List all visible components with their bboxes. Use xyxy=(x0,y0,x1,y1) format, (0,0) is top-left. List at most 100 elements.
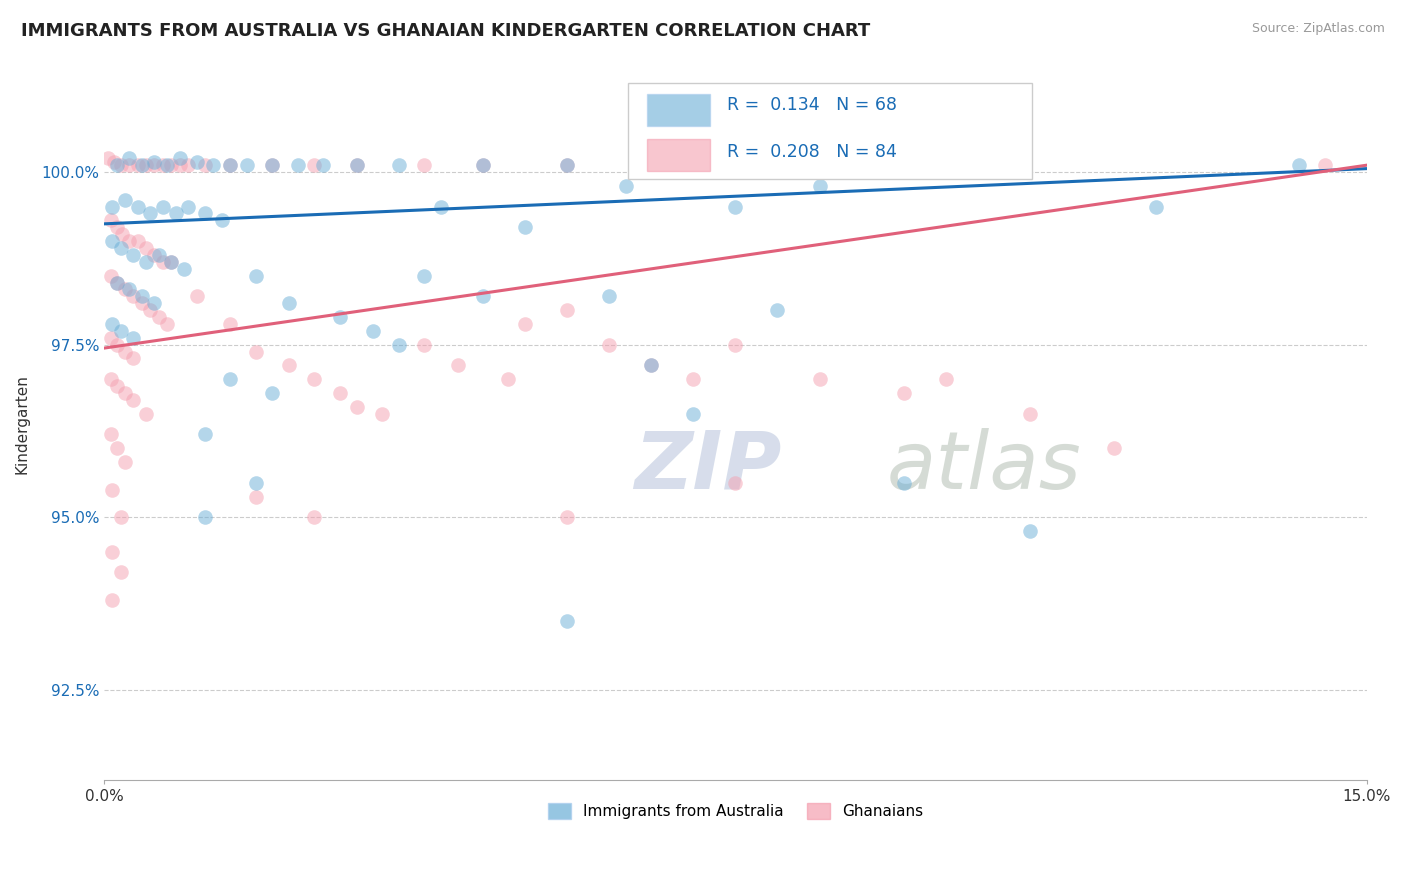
Text: Source: ZipAtlas.com: Source: ZipAtlas.com xyxy=(1251,22,1385,36)
Point xyxy=(152,200,174,214)
Point xyxy=(105,220,128,235)
Point xyxy=(105,441,128,455)
Point xyxy=(100,213,122,227)
Point xyxy=(496,372,519,386)
Point xyxy=(101,200,124,214)
Point xyxy=(105,379,128,393)
Point xyxy=(135,241,157,255)
Point xyxy=(105,276,128,290)
Point xyxy=(1019,524,1042,538)
Point xyxy=(194,427,217,442)
Point xyxy=(236,158,259,172)
Legend: Immigrants from Australia, Ghanaians: Immigrants from Australia, Ghanaians xyxy=(541,797,929,825)
Point xyxy=(152,255,174,269)
Point xyxy=(101,317,124,331)
Point xyxy=(110,324,132,338)
Point xyxy=(471,158,494,172)
Point xyxy=(640,359,662,373)
Point xyxy=(1144,200,1167,214)
Point xyxy=(808,372,831,386)
Text: R =  0.134   N = 68: R = 0.134 N = 68 xyxy=(727,95,897,114)
Point xyxy=(446,359,468,373)
Point xyxy=(219,158,242,172)
Point xyxy=(245,344,267,359)
Point xyxy=(555,510,578,524)
Point xyxy=(105,276,128,290)
Point xyxy=(245,475,267,490)
Point xyxy=(118,234,141,248)
Point xyxy=(219,158,242,172)
Point xyxy=(111,227,134,242)
Point xyxy=(103,154,125,169)
Point xyxy=(371,407,394,421)
Point xyxy=(118,282,141,296)
Point xyxy=(219,317,242,331)
Point xyxy=(143,296,166,310)
Point xyxy=(100,427,122,442)
Point xyxy=(177,200,200,214)
Point xyxy=(122,248,145,262)
Point xyxy=(122,392,145,407)
Point xyxy=(471,158,494,172)
Point xyxy=(169,151,191,165)
Point xyxy=(388,337,411,351)
Point xyxy=(173,261,195,276)
Point xyxy=(100,372,122,386)
Point xyxy=(110,510,132,524)
Point xyxy=(160,255,183,269)
Point xyxy=(245,268,267,283)
Point xyxy=(135,255,157,269)
Point xyxy=(110,241,132,255)
Point xyxy=(211,213,233,227)
Point xyxy=(156,317,179,331)
Point xyxy=(101,593,124,607)
Point xyxy=(893,386,915,401)
Point xyxy=(555,614,578,628)
Point xyxy=(156,158,179,172)
Text: IMMIGRANTS FROM AUSTRALIA VS GHANAIAN KINDERGARTEN CORRELATION CHART: IMMIGRANTS FROM AUSTRALIA VS GHANAIAN KI… xyxy=(21,22,870,40)
Text: ZIP: ZIP xyxy=(634,428,782,506)
Point xyxy=(766,303,789,318)
Point xyxy=(114,344,136,359)
Point xyxy=(724,200,747,214)
Point xyxy=(724,337,747,351)
Point xyxy=(363,324,385,338)
Point xyxy=(105,158,128,172)
Point xyxy=(614,178,637,193)
Point xyxy=(148,310,170,324)
Point xyxy=(139,303,162,318)
Point xyxy=(412,158,434,172)
Point xyxy=(101,483,124,497)
Point xyxy=(640,359,662,373)
FancyBboxPatch shape xyxy=(647,94,710,126)
Point xyxy=(893,475,915,490)
Point xyxy=(262,158,284,172)
Point xyxy=(122,351,145,366)
Point xyxy=(131,158,153,172)
Point xyxy=(412,337,434,351)
Point xyxy=(262,158,284,172)
Point xyxy=(555,303,578,318)
Point xyxy=(169,158,191,172)
Point xyxy=(278,359,301,373)
Point xyxy=(724,475,747,490)
Point xyxy=(127,234,149,248)
Point xyxy=(329,386,352,401)
Point xyxy=(194,206,217,220)
Point xyxy=(312,158,335,172)
Point xyxy=(186,289,208,303)
Point xyxy=(114,386,136,401)
Point xyxy=(329,310,352,324)
Point xyxy=(245,490,267,504)
Point xyxy=(304,372,326,386)
Point xyxy=(808,178,831,193)
Point xyxy=(135,158,157,172)
Point xyxy=(114,455,136,469)
Point xyxy=(122,289,145,303)
Point xyxy=(114,193,136,207)
Point xyxy=(110,158,132,172)
Point xyxy=(1288,158,1310,172)
Point xyxy=(935,372,957,386)
Point xyxy=(110,566,132,580)
FancyBboxPatch shape xyxy=(647,139,710,171)
